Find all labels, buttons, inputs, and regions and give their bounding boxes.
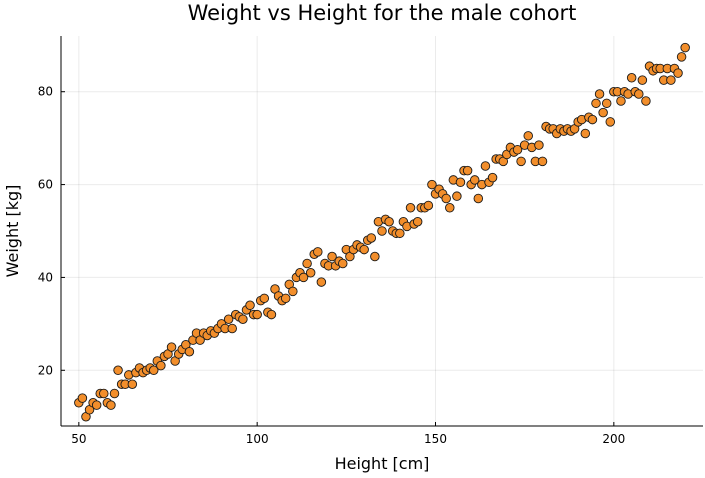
data-point (259, 293, 270, 304)
data-point (680, 42, 690, 53)
data-point (673, 68, 683, 78)
x-tick-label: 200 (602, 432, 625, 446)
data-point (166, 342, 177, 352)
x-tick-label: 100 (246, 432, 269, 446)
data-point (280, 293, 291, 304)
data-point (113, 365, 123, 376)
y-axis-label: Weight [kg] (3, 185, 22, 278)
data-point (156, 360, 166, 371)
data-point (313, 247, 323, 257)
data-point (441, 193, 451, 204)
data-point (427, 179, 437, 190)
data-point (288, 286, 298, 297)
x-tick-label: 50 (71, 432, 86, 446)
x-axis-label: Height [cm] (335, 454, 430, 473)
data-point (395, 228, 405, 239)
data-point (377, 226, 387, 236)
data-point (366, 233, 377, 243)
data-point (127, 379, 138, 389)
axes-layer (60, 36, 703, 427)
data-point (616, 96, 626, 106)
data-point (587, 114, 598, 125)
data-point (455, 177, 466, 187)
data-point (338, 258, 348, 269)
data-point (534, 140, 544, 150)
data-point (227, 323, 237, 334)
data-point (223, 314, 234, 324)
data-point (327, 251, 337, 262)
data-point (184, 346, 195, 357)
data-point (598, 107, 608, 118)
data-point (462, 165, 473, 176)
data-point (252, 309, 262, 320)
data-point (637, 75, 648, 85)
data-point (601, 98, 612, 109)
data-point (523, 131, 533, 141)
data-point (469, 175, 480, 185)
y-tick-label: 60 (38, 178, 53, 192)
data-point (298, 272, 309, 283)
data-point (634, 89, 644, 99)
x-tick-label: 150 (424, 432, 447, 446)
data-point (480, 161, 491, 171)
data-point (302, 258, 312, 269)
data-point (91, 400, 102, 410)
data-point (266, 309, 277, 320)
data-point (148, 365, 159, 376)
data-point (412, 216, 423, 227)
data-point (537, 156, 548, 167)
data-point (605, 117, 616, 127)
data-point (370, 251, 380, 262)
data-point (445, 203, 455, 213)
grid-layer (61, 36, 703, 426)
data-point (109, 388, 120, 399)
data-point (676, 52, 687, 62)
data-point (359, 244, 369, 255)
data-point (106, 400, 116, 410)
y-tick-label: 20 (38, 363, 53, 377)
data-point (452, 191, 462, 201)
y-tick-label: 80 (38, 85, 53, 99)
data-point (641, 96, 651, 106)
y-tick-label: 40 (38, 270, 53, 284)
data-point (423, 200, 434, 211)
data-point (591, 98, 601, 109)
data-point (516, 156, 526, 167)
data-point (316, 277, 327, 287)
data-points (74, 42, 690, 422)
data-point (580, 128, 591, 139)
data-point (512, 144, 523, 155)
data-point (666, 75, 676, 85)
data-point (384, 216, 394, 227)
data-point (626, 73, 637, 83)
data-point (487, 172, 498, 183)
data-point (245, 300, 255, 311)
data-point (405, 203, 416, 213)
tick-labels: 50 100 150 200 20 40 60 80 (38, 85, 626, 446)
data-point (77, 393, 88, 403)
data-point (594, 89, 605, 99)
chart-title: Weight vs Height for the male cohort (188, 1, 577, 25)
data-point (99, 388, 109, 399)
data-point (238, 314, 248, 324)
data-point (305, 268, 316, 278)
data-point (473, 193, 484, 204)
